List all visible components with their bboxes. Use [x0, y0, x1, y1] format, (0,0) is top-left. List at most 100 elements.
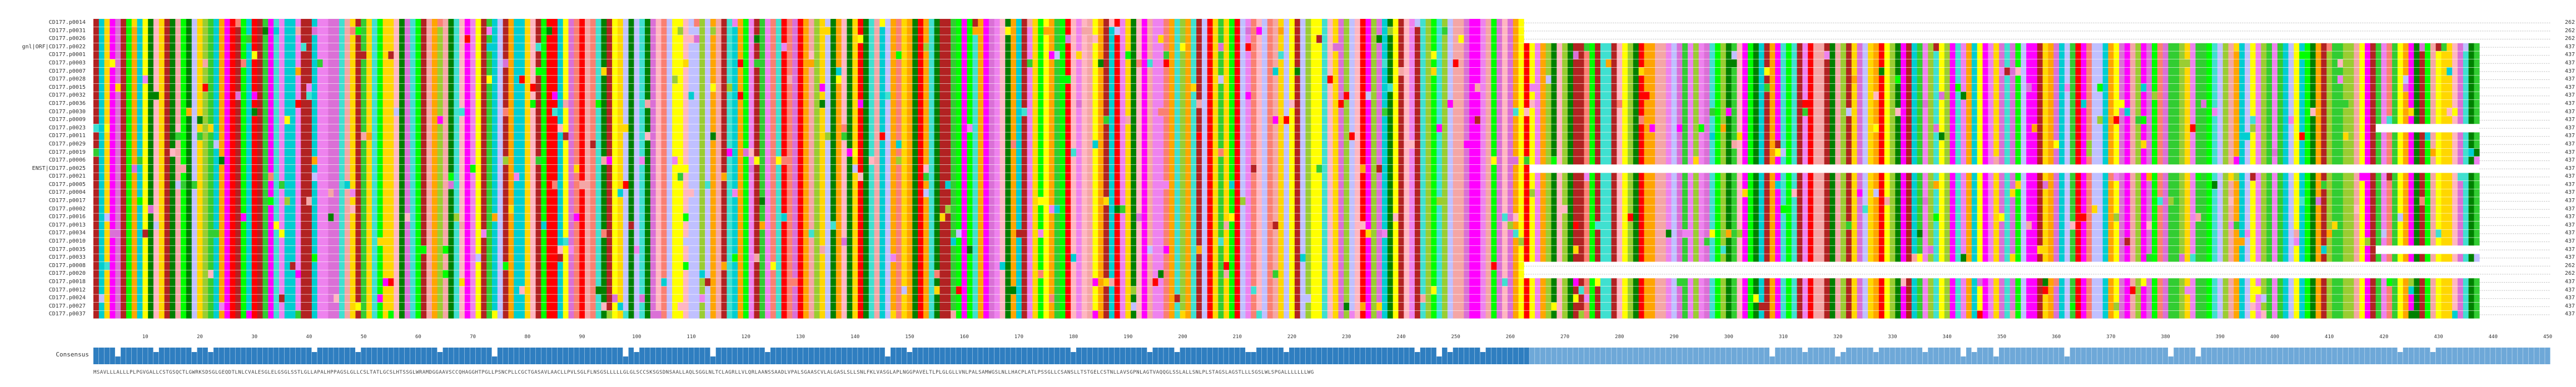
residue-block[interactable] — [137, 68, 143, 76]
residue-block[interactable] — [2261, 76, 2266, 83]
residue-block[interactable] — [1568, 84, 1573, 92]
residue-block[interactable] — [1895, 59, 1901, 67]
residue-block[interactable] — [1639, 51, 1644, 59]
residue-block[interactable] — [738, 51, 743, 59]
residue-block[interactable] — [432, 76, 437, 83]
residue-block[interactable] — [2316, 100, 2321, 108]
residue-block[interactable] — [1191, 27, 1196, 35]
residue-block[interactable] — [2103, 43, 2108, 51]
residue-block[interactable] — [2294, 68, 2299, 76]
residue-block[interactable] — [776, 43, 782, 51]
residue-block[interactable] — [798, 35, 803, 43]
residue-block[interactable] — [749, 76, 754, 83]
residue-block[interactable] — [1556, 59, 1562, 67]
residue-block[interactable] — [99, 51, 105, 59]
residue-block[interactable] — [252, 76, 257, 83]
residue-block[interactable] — [2266, 51, 2272, 59]
residue-block[interactable] — [2425, 76, 2430, 83]
residue-block[interactable] — [2015, 76, 2021, 83]
residue-block[interactable] — [683, 19, 689, 27]
residue-block[interactable] — [1906, 116, 1912, 124]
residue-block[interactable] — [1366, 100, 1371, 108]
residue-block[interactable] — [2326, 76, 2332, 83]
residue-block[interactable] — [1556, 116, 1562, 124]
residue-block[interactable] — [1213, 68, 1219, 76]
residue-block[interactable] — [2157, 84, 2163, 92]
residue-block[interactable] — [601, 59, 606, 67]
residue-block[interactable] — [448, 100, 454, 108]
residue-block[interactable] — [235, 19, 241, 27]
residue-block[interactable] — [983, 108, 989, 116]
residue-block[interactable] — [1289, 76, 1295, 83]
residue-block[interactable] — [1355, 108, 1360, 116]
residue-block[interactable] — [2206, 84, 2212, 92]
residue-block[interactable] — [1922, 51, 1928, 59]
residue-block[interactable] — [2043, 108, 2048, 116]
residue-block[interactable] — [1207, 76, 1213, 83]
residue-block[interactable] — [1464, 51, 1469, 59]
residue-block[interactable] — [1442, 100, 1448, 108]
residue-block[interactable] — [443, 124, 449, 132]
residue-block[interactable] — [2436, 59, 2441, 67]
residue-block[interactable] — [1906, 92, 1912, 99]
residue-block[interactable] — [1235, 59, 1240, 67]
residue-block[interactable] — [754, 100, 759, 108]
residue-block[interactable] — [912, 19, 918, 27]
residue-block[interactable] — [1311, 19, 1322, 27]
residue-block[interactable] — [377, 108, 383, 116]
residue-block[interactable] — [967, 59, 973, 67]
residue-block[interactable] — [558, 76, 563, 83]
residue-block[interactable] — [372, 124, 377, 132]
residue-block[interactable] — [2474, 68, 2479, 76]
residue-block[interactable] — [1709, 100, 1715, 108]
residue-block[interactable] — [596, 43, 601, 51]
residue-block[interactable] — [1868, 116, 1873, 124]
residue-block[interactable] — [1262, 84, 1267, 92]
residue-block[interactable] — [1459, 59, 1464, 67]
residue-block[interactable] — [2125, 108, 2130, 116]
residue-block[interactable] — [432, 35, 437, 43]
residue-block[interactable] — [1480, 92, 1486, 99]
residue-block[interactable] — [879, 76, 885, 83]
residue-block[interactable] — [2108, 84, 2113, 92]
residue-block[interactable] — [121, 84, 126, 92]
residue-block[interactable] — [809, 19, 814, 27]
residue-block[interactable] — [1306, 68, 1311, 76]
residue-block[interactable] — [1699, 116, 1704, 124]
residue-block[interactable] — [563, 68, 569, 76]
residue-block[interactable] — [2125, 51, 2130, 59]
residue-block[interactable] — [394, 51, 399, 59]
residue-block[interactable] — [2190, 84, 2196, 92]
residue-block[interactable] — [831, 19, 836, 27]
residue-block[interactable] — [1513, 92, 1519, 99]
residue-block[interactable] — [1169, 76, 1175, 83]
residue-block[interactable] — [1792, 68, 1797, 76]
residue-block[interactable] — [1376, 84, 1382, 92]
residue-block[interactable] — [1382, 27, 1388, 35]
residue-block[interactable] — [1917, 68, 1923, 76]
residue-block[interactable] — [1999, 108, 2005, 116]
residue-block[interactable] — [1262, 59, 1267, 67]
residue-block[interactable] — [792, 27, 798, 35]
residue-block[interactable] — [1868, 43, 1873, 51]
residue-block[interactable] — [1049, 35, 1055, 43]
residue-block[interactable] — [1966, 108, 1972, 116]
residue-block[interactable] — [951, 35, 956, 43]
residue-block[interactable] — [1092, 92, 1098, 99]
residue-block[interactable] — [896, 100, 902, 108]
residue-block[interactable] — [1055, 51, 1060, 59]
residue-block[interactable] — [498, 92, 503, 99]
residue-block[interactable] — [874, 51, 880, 59]
residue-block[interactable] — [705, 35, 710, 43]
residue-block[interactable] — [137, 108, 143, 116]
residue-block[interactable] — [1420, 116, 1426, 124]
residue-block[interactable] — [159, 59, 165, 67]
residue-block[interactable] — [1988, 116, 1993, 124]
residue-block[interactable] — [1529, 108, 1535, 116]
residue-block[interactable] — [1628, 100, 1633, 108]
residue-block[interactable] — [241, 84, 246, 92]
residue-block[interactable] — [1245, 19, 1251, 27]
residue-block[interactable] — [722, 59, 727, 67]
residue-block[interactable] — [896, 27, 902, 35]
residue-block[interactable] — [1655, 92, 1666, 99]
